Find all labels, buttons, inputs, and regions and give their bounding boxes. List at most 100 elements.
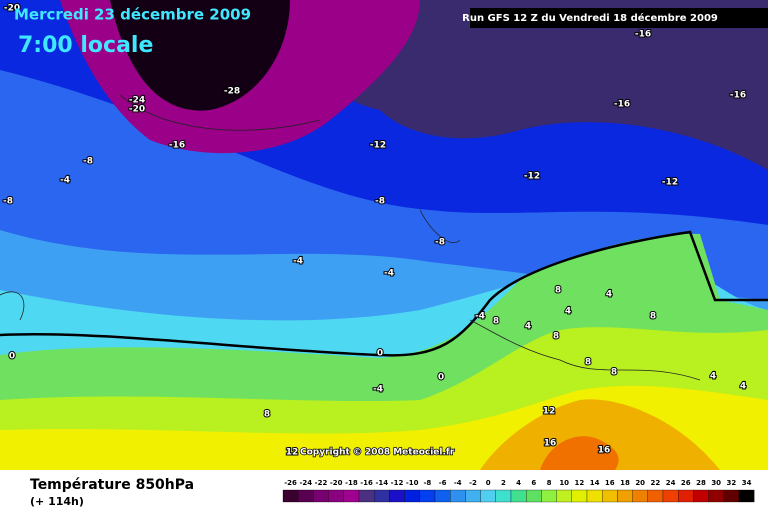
scale-label: 28 <box>696 479 706 487</box>
scale-label: -20 <box>330 479 343 487</box>
scale-label: 20 <box>635 479 645 487</box>
scale-swatch <box>358 489 375 503</box>
footer-title: Température 850hPa <box>30 477 194 493</box>
scale-label: -6 <box>439 479 447 487</box>
run-box <box>470 8 768 28</box>
contour-label: -12 <box>524 172 540 182</box>
scale-swatch <box>495 489 512 503</box>
contour-label: -4 <box>475 312 485 322</box>
zone-hotter <box>480 399 720 470</box>
scale-swatch <box>480 489 496 503</box>
scale-swatch <box>374 489 390 503</box>
contour-label: 12 <box>286 448 299 458</box>
contour-label: 12 <box>543 407 556 417</box>
contour-label: -8 <box>375 197 385 207</box>
scale-swatch <box>526 489 542 503</box>
time: 7:00 locale <box>18 33 153 58</box>
contour-label: 0 <box>9 352 15 362</box>
scale-label: -22 <box>315 479 328 487</box>
scale-swatch <box>738 489 755 503</box>
scale-swatch <box>586 489 603 503</box>
scale-swatch <box>723 489 740 503</box>
scale-swatch <box>450 489 466 503</box>
contour-label: -4 <box>293 257 303 267</box>
contour-label: -8 <box>83 157 93 167</box>
run-info: Run GFS 12 Z du Vendredi 18 décembre 200… <box>462 12 718 24</box>
contour-label: -4 <box>373 385 383 395</box>
contour-label: 4 <box>710 372 716 382</box>
scale-label: 10 <box>559 479 569 487</box>
contour-label: 8 <box>611 368 617 378</box>
scale-label: -26 <box>284 479 297 487</box>
copyright: Copyright © 2008 Meteociel.fr <box>300 448 455 458</box>
scale-swatch <box>404 489 420 503</box>
date: Mercredi 23 décembre 2009 <box>14 6 251 24</box>
scale-label: 22 <box>651 479 661 487</box>
scale-swatch <box>693 489 709 503</box>
contour-label: 8 <box>493 317 499 327</box>
scale-swatch <box>662 489 679 503</box>
scale-label: -12 <box>391 479 404 487</box>
contour-label: -16 <box>635 30 651 40</box>
scale-swatch <box>343 489 360 503</box>
contour-label: -12 <box>662 178 678 188</box>
scale-swatch <box>556 489 572 503</box>
zone-hottest <box>540 436 619 470</box>
contour-label: 4 <box>606 290 612 300</box>
scale-label: 30 <box>711 479 721 487</box>
scale-label: -18 <box>345 479 358 487</box>
contour-label: 0 <box>377 349 383 359</box>
color-scale: -26 -24 -22 -20 -18 -16 -14 -12 -10 -8 -6 -4 -2 0 2 4 6 8… <box>282 479 755 503</box>
scale-swatch <box>465 489 481 503</box>
scale-label: 8 <box>547 479 552 487</box>
scale-swatch <box>678 489 694 503</box>
scale-label: 4 <box>516 479 521 487</box>
contour-label: -4 <box>60 176 70 186</box>
contour-label: 4 <box>740 382 746 392</box>
zone-extreme <box>110 0 290 111</box>
zone-very-cold <box>290 0 768 170</box>
scale-swatch <box>541 489 557 503</box>
contour-label: -28 <box>224 87 240 97</box>
zero-isotherm <box>0 230 768 357</box>
scale-swatch <box>708 489 724 503</box>
contour-label: 16 <box>598 446 611 456</box>
contour-label: -8 <box>435 238 445 248</box>
contour-label: -16 <box>730 91 746 101</box>
scale-swatch <box>328 489 344 503</box>
scale-swatch <box>282 489 299 503</box>
contour-label: -12 <box>370 141 386 151</box>
scale-swatch <box>647 489 664 503</box>
contour-labels: -20-16-24-20-28-16-16-16 -12-8-4 -12-12-8-… <box>2 3 747 459</box>
scale-label: -10 <box>406 479 419 487</box>
contour-label: 8 <box>555 286 561 296</box>
scale-swatch <box>602 489 618 503</box>
contour-label: -20 <box>4 4 20 14</box>
scale-swatch <box>434 489 451 503</box>
contour-label: 8 <box>585 358 591 368</box>
scale-label: 16 <box>605 479 615 487</box>
scale-swatch <box>389 489 405 503</box>
contour-label: -16 <box>169 141 185 151</box>
scale-label: 34 <box>742 479 752 487</box>
contour-label: 0 <box>438 373 444 383</box>
scale-label: 24 <box>666 479 676 487</box>
contour-label: 4 <box>565 307 571 317</box>
coastline <box>0 94 701 381</box>
contour-label: -16 <box>614 100 630 110</box>
scale-swatch <box>298 489 314 503</box>
contour-label: 8 <box>650 312 656 322</box>
contour-label: 8 <box>264 410 270 420</box>
scale-swatch <box>313 489 329 503</box>
scale-label: -14 <box>375 479 388 487</box>
contour-label: 4 <box>525 322 531 332</box>
scale-swatch <box>419 489 436 503</box>
scale-label: -4 <box>454 479 462 487</box>
contour-label: 8 <box>553 332 559 342</box>
contour-label: -24 <box>129 96 145 106</box>
scale-label: 18 <box>620 479 630 487</box>
scale-label: -8 <box>424 479 432 487</box>
lead-time: (+ 114h) <box>30 495 84 508</box>
scale-label: 32 <box>727 479 737 487</box>
